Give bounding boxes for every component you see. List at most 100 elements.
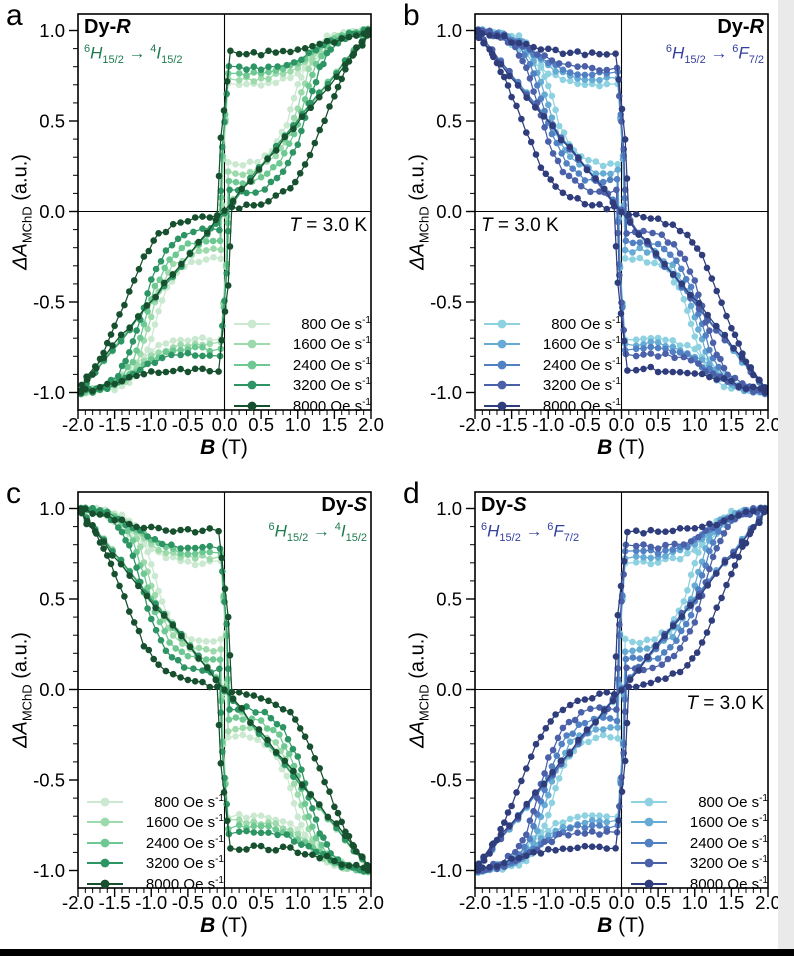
arrow-glyph: → (705, 43, 733, 63)
x-tick-label: -2.0 (62, 892, 94, 913)
panel-a: -2.0 -1.5 -1.0 -0.5 0.0 0.5 1.0 1.5 2.0 1.0 0.5 0.0… (0, 0, 397, 478)
legend-item-8000: 8000 Oe s-1 (233, 397, 371, 415)
x-tick-label: 1.0 (682, 892, 708, 913)
x-axis-title: B (T) (200, 914, 248, 937)
legend-item-3200: 3200 Oe s-1 (233, 376, 371, 394)
legend-item-2400: 2400 Oe s-1 (630, 834, 768, 852)
x-tick-label: -1.5 (496, 414, 528, 435)
x-tick-label: 2.0 (358, 414, 384, 435)
x-tick-label: -0.5 (569, 414, 601, 435)
panel-letter: b (403, 0, 420, 32)
x-tick-label: -1.5 (99, 414, 131, 435)
series-8000 (77, 505, 372, 874)
y-axis-title: ΔAMChD (a.u.) (406, 632, 432, 748)
legend-label: 3200 Oe s-1 (542, 376, 621, 395)
x-tick-label: 1.5 (719, 892, 745, 913)
legend-swatch-icon (87, 859, 123, 868)
y-tick-label: 0.5 (436, 111, 462, 132)
legend-label: 8000 Oe s-1 (145, 875, 224, 893)
series-8000 (474, 505, 769, 874)
legend-label: 8000 Oe s-1 (542, 397, 621, 415)
series-8000 (77, 27, 372, 396)
legend-label: 2400 Oe s-1 (542, 355, 621, 374)
legend-swatch-icon (484, 381, 520, 390)
x-tick-label: -1.0 (532, 892, 564, 913)
transition-label: 6H15/2 → 4I15/2 (84, 43, 183, 67)
legend-swatch-icon (631, 817, 667, 827)
y-axis-title: ΔAMChD (a.u.) (9, 154, 35, 270)
legend: 800 Oe s-1 1600 Oe s-1 2400 Oe s-1 3200 Oe … (630, 793, 768, 893)
transition-label: 6H15/2 → 6F7/2 (665, 43, 764, 67)
x-tick-label: 1.0 (682, 414, 708, 435)
compound-label: Dy-R (717, 16, 764, 38)
x-tick-label: 1.5 (719, 414, 745, 435)
legend-item-3200: 3200 Oe s-1 (630, 854, 768, 873)
legend-label: 8000 Oe s-1 (292, 397, 371, 415)
x-tick-label: -0.5 (172, 414, 204, 435)
legend-label: 1600 Oe s-1 (542, 335, 621, 354)
y-axis-title: ΔAMChD (a.u.) (406, 154, 432, 270)
legend-item-1600: 1600 Oe s-1 (483, 335, 621, 354)
plot-d: -2.0 -1.5 -1.0 -0.5 0.0 0.5 1.0 1.5 2.01.00.50.0… (430, 491, 781, 913)
legend-swatch-icon (484, 339, 520, 349)
y-tick-label: -0.5 (430, 292, 462, 313)
legend-swatch-icon (234, 360, 270, 370)
compound-suffix: R (116, 16, 131, 38)
legend-item-800: 800 Oe s-1 (483, 314, 621, 333)
y-axis-title: ΔAMChD (a.u.) (9, 632, 35, 748)
legend-label: 1600 Oe s-1 (292, 335, 371, 354)
legend-label: 1600 Oe s-1 (145, 813, 224, 832)
plot-c: -2.0 -1.5 -1.0 -0.5 0.0 0.5 1.0 1.5 2.01.00.50.0… (33, 491, 384, 913)
y-tick-label: -1.0 (33, 382, 65, 403)
legend-item-3200: 3200 Oe s-1 (483, 376, 621, 395)
x-tick-label: 1.5 (322, 414, 348, 435)
legend-label: 3200 Oe s-1 (689, 854, 768, 873)
panel-c: -2.0 -1.5 -1.0 -0.5 0.0 0.5 1.0 1.5 2.0 1.0 0.5 0.0… (0, 478, 397, 956)
legend-item-800: 800 Oe s-1 (630, 793, 768, 811)
legend-swatch-icon (87, 797, 123, 807)
y-tick-label: -1.0 (430, 860, 462, 881)
legend-swatch-icon (234, 339, 270, 349)
x-tick-label: 2.0 (358, 892, 384, 913)
arrow-glyph: → (123, 43, 151, 63)
panel-b: -2.0 -1.5 -1.0 -0.5 0.0 0.5 1.0 1.5 2.0 1.0 0.5 0.0… (397, 0, 794, 478)
panel-d: -2.0 -1.5 -1.0 -0.5 0.0 0.5 1.0 1.5 2.0 1.0 0.5 0.0… (397, 478, 794, 956)
legend-swatch-icon (234, 319, 270, 329)
compound-label: Dy-R (84, 16, 131, 39)
y-tick-label: -0.5 (430, 770, 462, 791)
compound-label: Dy-S (481, 494, 527, 516)
legend-label: 8000 Oe s-1 (689, 875, 768, 893)
legend-swatch-icon (484, 360, 520, 370)
x-tick-label: 0.5 (645, 414, 671, 435)
temperature-label: T = 3.0 K (686, 693, 764, 714)
legend-swatch-icon (234, 401, 270, 411)
y-tick-label: 0.0 (39, 201, 65, 222)
x-tick-label: -1.5 (99, 892, 131, 913)
legend-label: 800 Oe s-1 (551, 314, 621, 333)
legend-item-1600: 1600 Oe s-1 (86, 813, 224, 832)
compound-prefix: Dy- (84, 16, 117, 38)
x-tick-label: -0.5 (172, 892, 204, 913)
x-tick-label: -1.0 (135, 414, 167, 435)
x-tick-label: -1.0 (532, 414, 564, 435)
legend-item-2400: 2400 Oe s-1 (233, 356, 371, 374)
legend-swatch-icon (631, 859, 667, 868)
x-axis-title: B (T) (200, 436, 248, 459)
y-tick-label: 1.0 (436, 498, 462, 519)
legend-swatch-icon (234, 381, 270, 390)
legend-label: 3200 Oe s-1 (145, 854, 224, 873)
x-tick-label: 0.5 (248, 892, 274, 913)
y-tick-label: 1.0 (39, 20, 65, 41)
x-tick-label: 0.0 (609, 892, 635, 913)
y-tick-label: 1.0 (436, 20, 462, 41)
x-tick-label: 1.0 (285, 414, 311, 435)
y-tick-label: 0.5 (436, 589, 462, 610)
y-tick-label: 0.5 (39, 589, 65, 610)
legend-item-1600: 1600 Oe s-1 (233, 335, 371, 354)
legend: 800 Oe s-1 1600 Oe s-1 2400 Oe s-1 3200 Oe … (86, 793, 224, 893)
arrow-glyph: → (308, 521, 335, 541)
y-tick-label: -0.5 (33, 770, 65, 791)
bottom-divider-bar (0, 949, 794, 956)
y-tick-label: 0.0 (436, 679, 462, 700)
